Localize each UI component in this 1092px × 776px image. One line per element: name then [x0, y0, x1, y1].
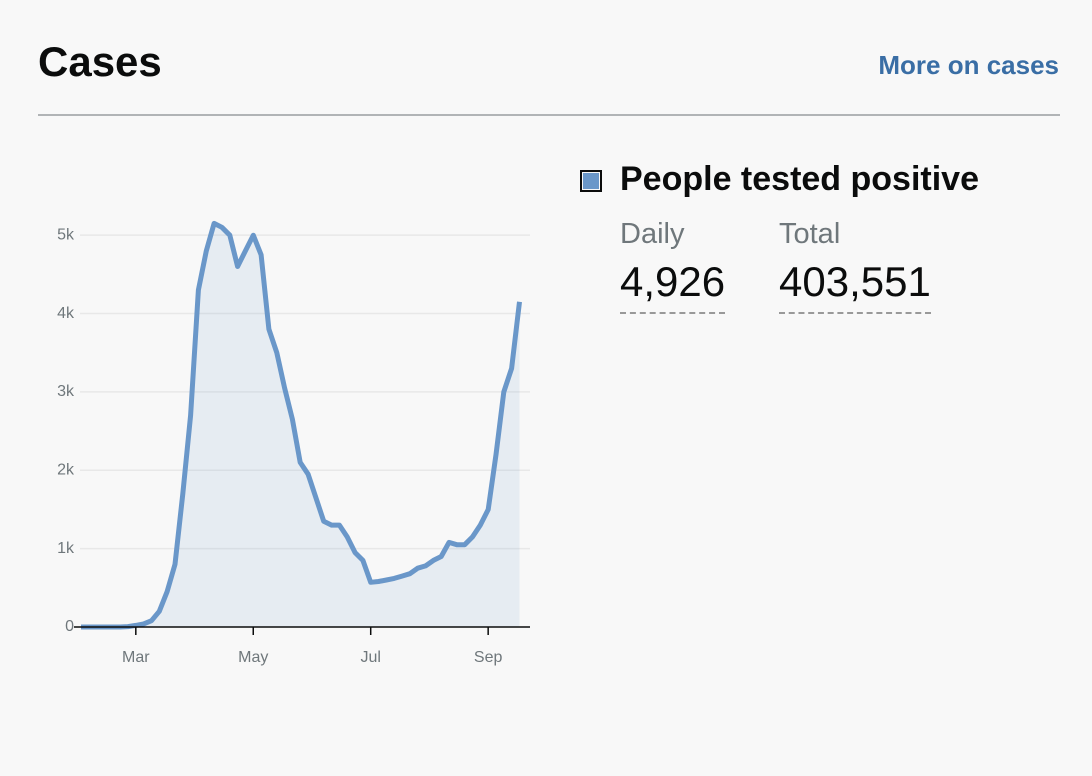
x-tick-label: Mar	[122, 649, 150, 666]
x-tick-label: May	[238, 649, 268, 666]
section-title: Cases	[38, 38, 162, 85]
y-tick-label: 1k	[57, 540, 75, 557]
metric-value: 403,551	[779, 258, 931, 314]
y-tick-label: 4k	[57, 305, 75, 322]
legend-label: People tested positive	[620, 160, 979, 198]
legend-color	[583, 173, 599, 189]
area	[81, 223, 520, 627]
line	[81, 220, 522, 630]
y-tick-label: 2k	[57, 461, 75, 478]
more-link[interactable]: More on cases	[878, 50, 1059, 80]
divider	[38, 114, 1060, 116]
metric-label: Total	[779, 218, 841, 250]
legend-swatch	[580, 170, 602, 192]
metric-value: 4,926	[620, 258, 726, 314]
y-tick-label: 3k	[57, 383, 75, 400]
x-tick-label: Jul	[360, 649, 380, 666]
x-tick-label: Sep	[474, 649, 503, 666]
y-tick-label: 5k	[57, 226, 75, 243]
metric-label: Daily	[620, 218, 685, 250]
y-tick-label: 0	[65, 618, 74, 635]
chart: 0 1k 2k 3k 4k 5k Mar May Jul Sep	[57, 220, 530, 666]
